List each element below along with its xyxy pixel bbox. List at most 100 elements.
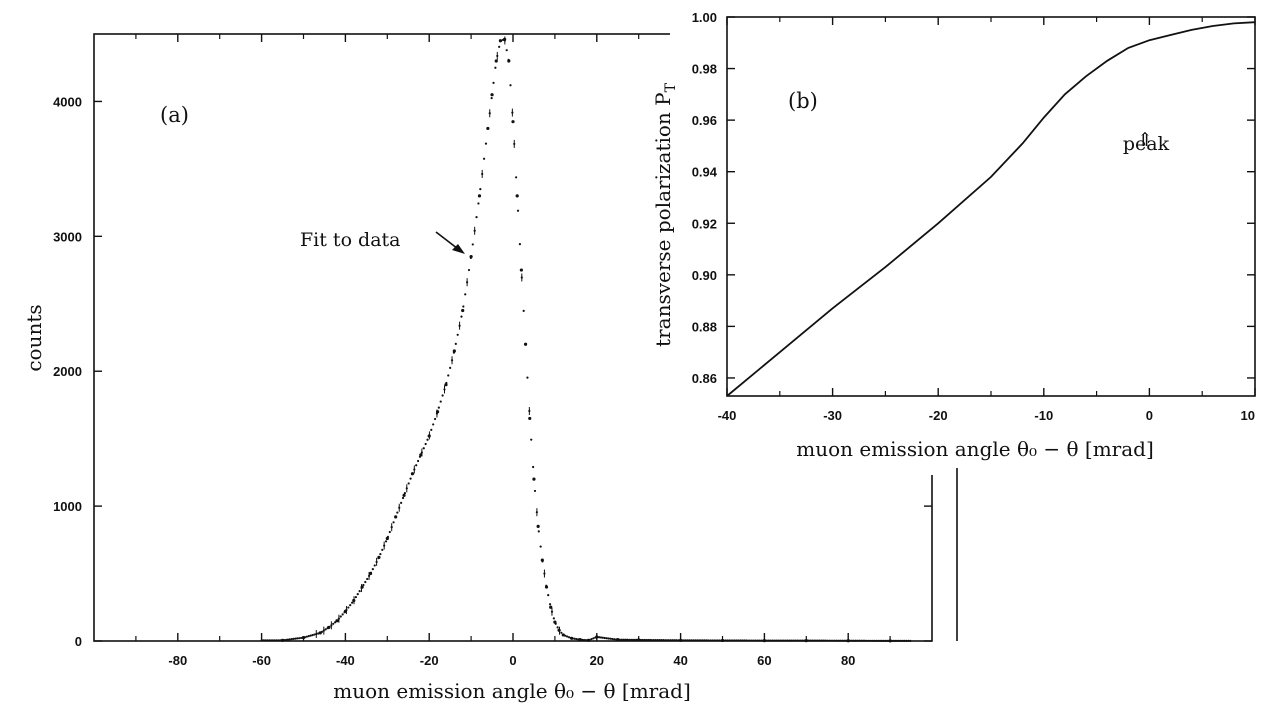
panel-a-fit-dot [309,634,312,637]
panel-a-fit-dot [662,639,665,642]
panel-a-fit-dot [701,639,704,642]
panel-a-fit-dot [388,530,391,534]
panel-b-annotation-arrow: ⇑ [1137,129,1153,151]
panel-a-fit-dot [905,639,908,642]
panel-a-fit-dot [880,639,884,642]
panel-a-fit-dot [318,631,322,635]
panel-a-fit-dot [554,622,557,625]
panel-a-fit-dot [290,638,293,641]
panel-a-fit-dot [884,639,887,642]
panel-a-fit-dot [366,577,369,581]
panel-a-fit-dot [581,638,584,641]
panel-a-fit-dot [878,639,882,642]
panel-a-y-tick-label: 3000 [53,229,82,244]
panel-b-y-ticks: 0.86 0.88 0.90 0.92 0.94 0.96 0.98 1.00 [692,10,1255,386]
panel-a-fit-dot [909,639,912,642]
panel-a-fit-dot [771,639,774,642]
panel-a-fit-dot [716,639,719,642]
panel-a-data-point [532,477,536,481]
panel-a-fit-dot [598,636,601,639]
panel-a-fit-dot [663,639,667,642]
panel-a-fit-dot [679,639,682,642]
panel-a-fit-dot [877,639,880,642]
panel-a-fit-dot [379,552,382,556]
panel-a-fit-dot [871,639,874,642]
panel-a-fit-dot [654,638,657,642]
panel-a-fit-dot [773,639,776,642]
panel-b-y-tick-label: 0.92 [692,216,717,231]
panel-a-fit-dot [767,639,770,642]
panel-a-fit-dot [613,638,616,641]
panel-a-fit-dot [524,343,527,346]
panel-a-fit-dot [718,639,721,642]
panel-a-fit-dot [886,639,889,642]
panel-a-fit-dot [816,639,819,642]
panel-a-fit-dot [432,423,435,426]
panel-a-fit-dot [894,639,897,642]
panel-a-fit-dot [869,639,872,642]
panel-b-x-tick-label: -20 [929,408,948,423]
panel-a-fit-dot [335,619,339,622]
panel-a-fit-dot [486,127,489,130]
panel-a-fit-dot [790,639,793,642]
panel-a-x-tick-label: -80 [168,653,187,668]
panel-a-fit-dot [860,639,863,642]
panel-a-fit-dot [760,639,763,642]
panel-a-fit-dot [735,639,738,642]
panel-a-fit-dot [669,639,672,642]
panel-a-fit-dot [471,243,474,246]
panel-a-fit-dot [560,631,563,634]
panel-a-x-tick-label: 60 [757,653,771,668]
panel-a-fit-dot [556,626,559,629]
panel-a-y-tick-label: 2000 [53,364,82,379]
panel-a-fit-dot [349,604,352,607]
panel-a-fit-dot [381,548,384,551]
panel-a-fit-dot [863,639,867,642]
panel-a-fit-dot [635,638,638,641]
panel-a-fit-dot [292,637,295,640]
panel-a-fit-dot [707,639,710,642]
panel-a-fit-dot [300,636,303,640]
panel-a-fit-dot [571,637,574,640]
panel-a-fit-dot [709,639,712,642]
panel-a-fit-dot [856,639,859,642]
panel-a-fit-dot [430,428,433,431]
panel-a-fit-dot [637,638,640,642]
panel-a-fit-dot [892,639,895,642]
panel-b-x-axis-title: muon emission angle θ₀ − θ [mrad] [796,437,1154,461]
panel-b-background [670,0,1267,475]
panel-b-label: (b) [788,89,818,113]
panel-a-fit-dot [618,638,621,641]
panel-a-fit-dot [416,459,420,463]
panel-a-fit-dot [726,639,729,642]
panel-a-fit-dot [903,639,906,642]
panel-a-fit-dot [588,638,591,641]
panel-a-fit-dot [522,309,525,312]
panel-a-fit-dot [684,639,687,642]
panel-a-fit-dot [722,639,725,642]
panel-a-fit-dot [794,639,797,642]
panel-a-fit-dot [782,639,785,642]
panel-a-x-tick-label: 20 [590,653,604,668]
panel-a-fit-dot [501,38,505,42]
panel-a-fit-dot [809,639,812,642]
panel-a-fit-dot [369,571,373,574]
panel-a-fit-dot [692,639,695,642]
panel-a-fit-dot [758,639,761,642]
panel-a-fit-dot [341,613,344,616]
panel-a-fit-dot [343,611,346,614]
panel-a-fit-dot [763,639,767,642]
panel-a-fit-dot [288,638,291,641]
panel-b-x-tick-label: 0 [1146,408,1153,423]
panel-b-x-tick-label: -30 [823,408,842,423]
panel-a-fit-dot [567,636,571,639]
panel-a-fit-dot [807,639,810,642]
panel-a-fit-dot [803,639,806,642]
panel-a-fit-dot [647,638,650,642]
panel-a-fit-dot [665,639,669,642]
panel-a-fit-dot [596,635,599,639]
panel-a-fit-dot [607,637,610,640]
panel-a-fit-dot [743,639,746,642]
panel-a-fit-dot [396,511,399,514]
panel-a-fit-dot [301,636,305,639]
